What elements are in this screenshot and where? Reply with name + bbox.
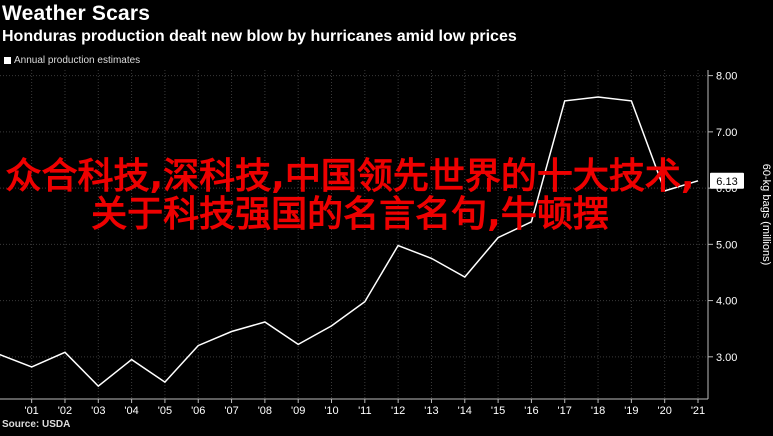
x-tick-label: '03 <box>91 405 105 417</box>
x-tick-label: '08 <box>258 405 272 417</box>
y-tick-label: 3.00 <box>716 352 737 364</box>
legend-swatch <box>4 57 11 64</box>
x-tick-label: '05 <box>158 405 172 417</box>
source-note: Source: USDA <box>2 419 71 430</box>
y-tick-label: 5.00 <box>716 239 737 251</box>
overlay-watermark-text: 众合科技,深科技,中国领先世界的十大技术,关于科技强国的名言名句,牛顿摆 <box>5 156 695 235</box>
x-tick-label: '19 <box>624 405 638 417</box>
last-value-label: 6.13 <box>716 176 737 188</box>
x-tick-label: '18 <box>591 405 605 417</box>
x-tick-label: '16 <box>524 405 538 417</box>
x-tick-label: '13 <box>424 405 438 417</box>
x-tick-label: '04 <box>124 405 138 417</box>
x-tick-label: '10 <box>324 405 338 417</box>
x-tick-label: '17 <box>558 405 572 417</box>
y-tick-label: 7.00 <box>716 127 737 139</box>
y-axis-label: 60-kg bags (millions) <box>760 164 772 265</box>
y-tick-label: 8.00 <box>716 71 737 83</box>
series-line <box>0 96 699 388</box>
x-tick-label: '15 <box>491 405 505 417</box>
x-tick-label: '06 <box>191 405 205 417</box>
chart-title: Weather Scars <box>2 2 151 25</box>
x-tick-label: '21 <box>691 405 705 417</box>
x-tick-label: '09 <box>291 405 305 417</box>
legend-label: Annual production estimates <box>14 55 141 66</box>
x-tick-label: '07 <box>224 405 238 417</box>
last-value-badge <box>710 172 744 189</box>
legend: Annual production estimates <box>4 55 140 66</box>
x-tick-label: '12 <box>391 405 405 417</box>
y-tick-label: 4.00 <box>716 296 737 308</box>
x-tick-label: '01 <box>24 405 38 417</box>
x-tick-label: '11 <box>358 405 372 417</box>
x-tick-label: '14 <box>458 405 472 417</box>
chart-subtitle: Honduras production dealt new blow by hu… <box>2 28 517 45</box>
x-tick-label: '02 <box>58 405 72 417</box>
x-tick-label: '20 <box>658 405 672 417</box>
